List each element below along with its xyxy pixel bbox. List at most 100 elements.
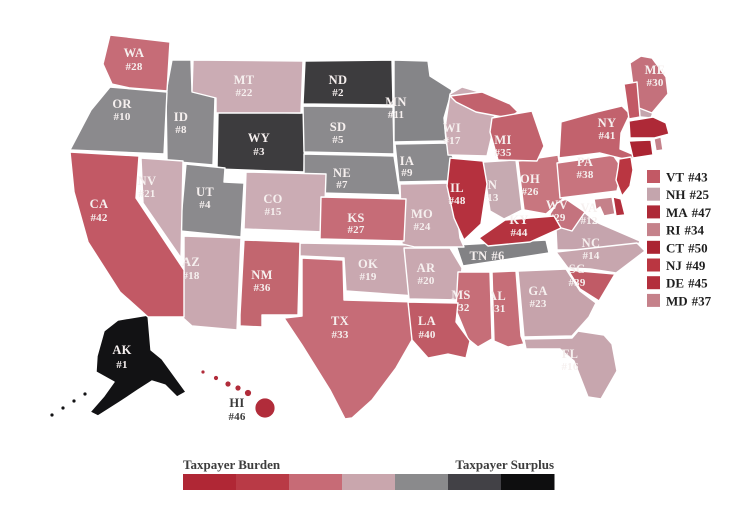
state-me-rank: #30 (646, 77, 663, 89)
state-id-label: ID (174, 110, 189, 124)
state-fl: FL#16 (523, 330, 618, 400)
state-il-rank: #48 (448, 195, 465, 207)
state-wi-label: WI (443, 121, 461, 135)
state-la: LA#40 (407, 301, 471, 359)
state-ky: KY#44 (478, 213, 562, 247)
state-nd-label: ND (329, 73, 348, 87)
legend-item-swatch (647, 240, 660, 254)
state-fl-label: FL (562, 347, 579, 361)
state-il-label: IL (450, 181, 464, 195)
state-ut: UT#4 (179, 163, 245, 238)
state-oh: OH#26 (517, 154, 566, 215)
state-ri (653, 136, 664, 152)
state-mo-rank: #24 (413, 221, 430, 233)
legend-item-swatch (647, 170, 660, 183)
legend-item-vt: VT #43 (647, 170, 708, 185)
legend-item-nh: NH #25 (647, 187, 710, 202)
legend-item-swatch (647, 223, 660, 237)
scale-segment (395, 474, 449, 490)
state-mi-label: MI (494, 133, 511, 147)
small-states-legend: VT #43 NH #25 MA #47 RI #34 CT #50 NJ #49 DE #45 MD #37 (647, 170, 712, 308)
state-co-rank: #15 (264, 206, 281, 218)
legend-item-ma: MA #47 (647, 205, 712, 220)
state-la-rank: #40 (418, 329, 435, 341)
state-pa: PA#38 (556, 154, 623, 199)
state-id-rank: #8 (175, 124, 187, 136)
state-mi-rank: #35 (494, 147, 511, 159)
state-ia: IA#9 (394, 142, 456, 183)
legend-item-swatch (647, 293, 660, 307)
state-hi-rank: #46 (228, 411, 245, 423)
state-tn-label: TN #6 (469, 249, 504, 263)
legend-item-label: CT #50 (666, 240, 708, 255)
state-ar-rank: #20 (417, 275, 434, 287)
state-az-rank: #18 (182, 270, 199, 282)
legend-item-label: NJ #49 (666, 258, 706, 273)
state-wy-label: WY (248, 131, 270, 145)
state-mt: MT#22 (191, 59, 304, 114)
legend-item-label: VT #43 (666, 170, 708, 185)
state-hi-label: HI (229, 396, 244, 410)
scale-segment (236, 474, 290, 490)
state-ny-rank: #41 (598, 130, 615, 142)
state-id: ID#8 (165, 59, 216, 166)
state-ky-rank: #44 (510, 227, 527, 239)
state-nv-rank: #21 (138, 188, 155, 200)
state-ne-rank: #7 (336, 179, 348, 191)
state-ny: NY#41 (558, 105, 640, 161)
state-md (593, 196, 616, 217)
state-mn-rank: #11 (388, 109, 405, 121)
state-al-rank: #31 (488, 303, 505, 315)
state-ar-label: AR (417, 261, 436, 275)
state-sc-rank: #39 (568, 277, 585, 289)
state-ne-label: NE (333, 166, 351, 180)
state-ia-rank: #9 (401, 167, 413, 179)
state-ok-rank: #19 (359, 271, 376, 283)
state-mt-label: MT (234, 73, 255, 87)
state-nc-label: NC (582, 236, 601, 250)
state-ga-label: GA (528, 284, 547, 298)
state-ak: AK #1 (49, 314, 187, 418)
state-or-rank: #10 (113, 111, 130, 123)
state-ne: NE#7 (303, 153, 401, 196)
state-me-label: ME (645, 63, 666, 77)
state-sc-label: SC (569, 262, 586, 276)
state-ga: GA#23 (517, 268, 597, 338)
legend-item-label: RI #34 (666, 223, 704, 238)
legend-item-label: DE #45 (666, 276, 708, 291)
state-wi-rank: #17 (443, 135, 460, 147)
legend-item-nj: NJ #49 (647, 258, 706, 273)
state-tx-rank: #33 (331, 329, 348, 341)
state-nc: NC#14 (555, 236, 646, 274)
state-wa-rank: #28 (125, 61, 142, 73)
state-mi: MI#35 (449, 91, 545, 162)
legend-item-label: MD #37 (666, 293, 712, 308)
state-ca: CA#42 (69, 151, 185, 318)
color-scale: Taxpayer Burden Taxpayer Surplus (183, 457, 555, 490)
state-oh-rank: #26 (521, 186, 538, 198)
state-ak-label: AK (112, 343, 131, 357)
state-il: IL#48 (446, 157, 488, 241)
state-nd-rank: #2 (332, 87, 344, 99)
state-mn: MN#11 (385, 59, 453, 143)
scale-segment (342, 474, 396, 490)
state-pa-rank: #38 (576, 169, 593, 181)
state-nm: NM#36 (239, 239, 301, 328)
legend-item-de: DE #45 (647, 276, 708, 291)
state-va-rank: #12 (580, 215, 597, 227)
state-mt-rank: #22 (235, 87, 252, 99)
scale-segment (289, 474, 343, 490)
state-oh-label: OH (520, 172, 540, 186)
state-la-label: LA (418, 314, 436, 328)
scale-segment (183, 474, 237, 490)
state-mo: MO#24 (399, 182, 465, 248)
state-nm-rank: #36 (253, 282, 270, 294)
state-mo-label: MO (411, 207, 433, 221)
state-al-label: AL (488, 289, 506, 303)
state-ca-rank: #42 (90, 212, 107, 224)
state-ny-label: NY (598, 116, 617, 130)
scale-segment (448, 474, 502, 490)
state-nd: ND#2 (302, 59, 394, 106)
state-nv-label: NV (138, 174, 157, 188)
